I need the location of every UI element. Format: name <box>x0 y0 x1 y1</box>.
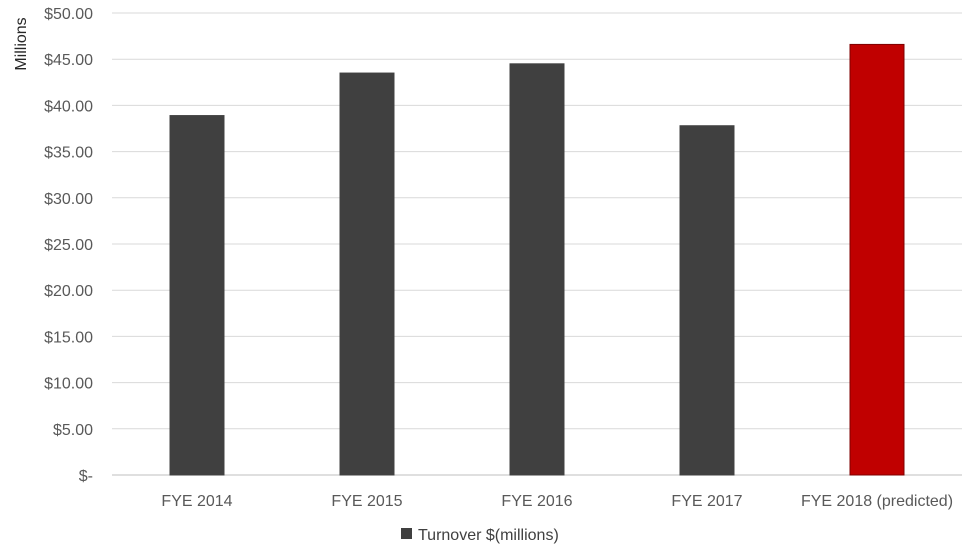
legend-label: Turnover $(millions) <box>418 527 559 544</box>
y-tick-label: $20.00 <box>44 283 93 300</box>
y-tick-label: $30.00 <box>44 191 93 208</box>
y-tick-label: $45.00 <box>44 52 93 69</box>
y-tick-label: $40.00 <box>44 98 93 115</box>
y-tick-label: $50.00 <box>44 6 93 23</box>
y-axis-ticks: $- $5.00 $10.00 $15.00 $20.00 $25.00 $30.00 $35… <box>44 6 93 485</box>
legend: Turnover $(millions) <box>401 527 559 544</box>
x-tick-label: FYE 2018 (predicted) <box>801 493 953 510</box>
y-axis-title: Millions <box>13 17 30 70</box>
bar <box>679 125 735 476</box>
bar <box>509 63 565 476</box>
x-tick-label: FYE 2014 <box>161 493 232 510</box>
y-tick-label: $15.00 <box>44 329 93 346</box>
bar <box>849 43 905 476</box>
bar <box>169 115 225 476</box>
y-tick-label: $10.00 <box>44 376 93 393</box>
x-tick-label: FYE 2017 <box>671 493 742 510</box>
legend-swatch <box>401 528 412 539</box>
bar <box>339 72 395 476</box>
y-tick-label: $25.00 <box>44 237 93 254</box>
y-tick-label: $35.00 <box>44 145 93 162</box>
y-tick-label: $5.00 <box>53 422 93 439</box>
x-tick-label: FYE 2015 <box>331 493 402 510</box>
x-axis-ticks: FYE 2014 FYE 2015 FYE 2016 FYE 2017 FYE 2018… <box>161 493 953 510</box>
x-tick-label: FYE 2016 <box>501 493 572 510</box>
bars <box>169 43 905 476</box>
y-tick-label: $- <box>79 468 93 485</box>
